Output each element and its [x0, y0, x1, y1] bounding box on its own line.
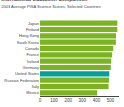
- svg-text:Japan: Japan: [28, 21, 39, 26]
- svg-text:Russian Federation: Russian Federation: [4, 78, 39, 83]
- svg-text:United States: United States: [15, 71, 39, 76]
- svg-text:Canada: Canada: [25, 46, 40, 51]
- svg-text:100: 100: [50, 98, 58, 103]
- svg-text:Hong Kong: Hong Kong: [19, 33, 39, 38]
- svg-text:Ireland: Ireland: [27, 59, 39, 64]
- svg-text:Italy: Italy: [32, 84, 39, 89]
- svg-text:South Korea: South Korea: [17, 40, 40, 45]
- svg-text:Mexico: Mexico: [26, 90, 39, 95]
- svg-text:500: 500: [107, 98, 115, 103]
- svg-text:Germany: Germany: [23, 65, 39, 70]
- svg-text:Finland: Finland: [26, 27, 39, 32]
- svg-text:International Education Compar: International Education Comparison2003 A…: [1, 0, 101, 9]
- svg-text:300: 300: [79, 98, 87, 103]
- svg-text:0: 0: [39, 98, 42, 103]
- svg-text:200: 200: [64, 98, 72, 103]
- svg-text:400: 400: [93, 98, 101, 103]
- svg-text:France: France: [27, 52, 40, 57]
